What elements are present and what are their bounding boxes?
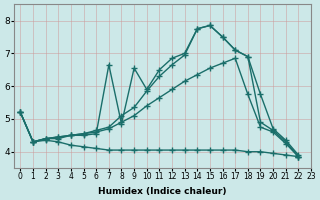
- X-axis label: Humidex (Indice chaleur): Humidex (Indice chaleur): [98, 187, 227, 196]
